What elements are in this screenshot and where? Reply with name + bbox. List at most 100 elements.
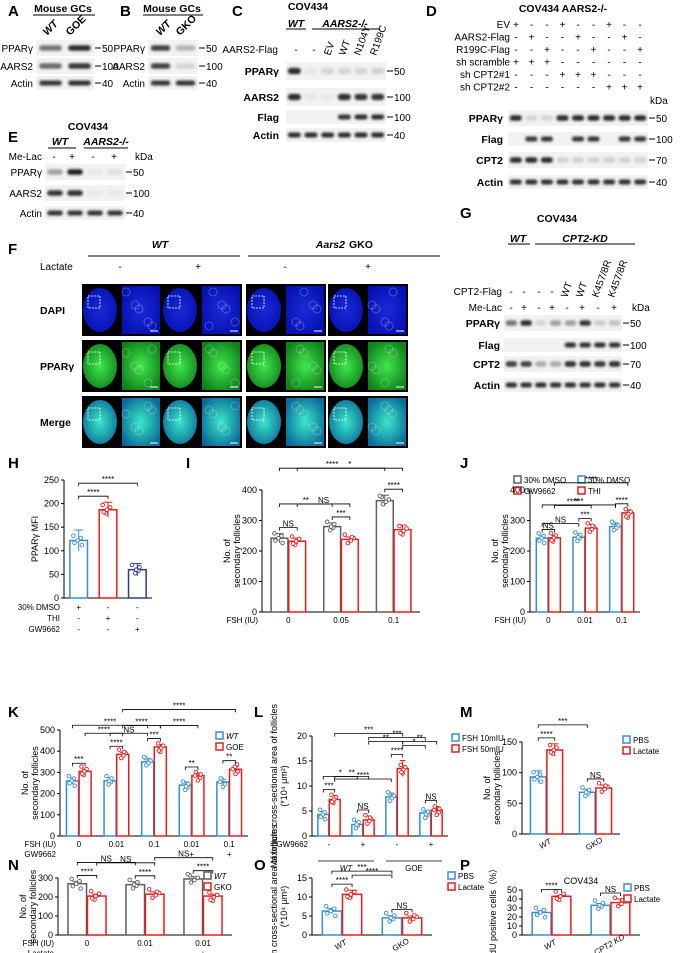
condition-label: sh CPT2#2	[460, 83, 510, 94]
lane-sign: -	[607, 70, 610, 81]
lane-sign: +	[513, 58, 519, 69]
data-point	[73, 881, 79, 886]
bar	[322, 525, 342, 613]
blot-pparγ-background	[36, 40, 94, 56]
kda-marker: 40	[630, 381, 642, 392]
data-point	[423, 811, 429, 817]
row-label: AARS2	[243, 92, 279, 104]
data-point	[367, 815, 373, 820]
band	[634, 115, 647, 121]
data-point	[548, 530, 554, 536]
sig-bracket	[331, 883, 353, 888]
factor-sign: -	[136, 614, 139, 623]
row-label: Flag	[481, 134, 503, 146]
data-point	[596, 780, 602, 786]
factor-value: +	[429, 840, 434, 849]
panel-letter: P	[460, 857, 470, 874]
follicle	[221, 365, 231, 375]
panel-title: COV434	[288, 1, 328, 13]
sig-label: ***	[324, 782, 333, 791]
data-point	[349, 534, 355, 540]
sig-label: **	[226, 753, 232, 762]
band	[571, 179, 585, 185]
kda-marker: 50	[102, 44, 114, 55]
band	[175, 45, 196, 51]
panel-letter: I	[186, 455, 190, 472]
follicle	[134, 304, 144, 314]
y-tick-label: 15	[297, 873, 307, 883]
lane-sign: -	[312, 45, 315, 56]
data-point	[348, 892, 354, 897]
lane-sign: +	[637, 45, 643, 56]
sig-label: ***	[558, 717, 567, 726]
sig-label: ****	[545, 881, 557, 890]
band	[87, 190, 103, 196]
y-tick-label: 5	[302, 806, 307, 816]
data-point	[534, 912, 540, 918]
bar	[98, 508, 118, 599]
sig-label: ****	[567, 497, 579, 506]
data-point	[611, 527, 617, 533]
treatment-sign: +	[365, 262, 371, 273]
lane-sign: +	[591, 70, 597, 81]
legend-label: GOE	[226, 743, 244, 752]
factor-label: 30% DMSO	[18, 603, 60, 612]
condition-label: CPT2-Flag	[454, 287, 502, 298]
data-point	[156, 748, 162, 753]
sig-bracket	[541, 889, 562, 893]
blot-pparγ-background	[286, 62, 386, 80]
lane-sign: -	[596, 303, 599, 314]
lane-sign: -	[91, 152, 94, 163]
sig-label: ****	[98, 725, 110, 734]
band	[549, 382, 562, 388]
bar	[140, 761, 155, 837]
factor-sign: -	[136, 603, 139, 612]
bar	[328, 798, 341, 837]
band	[520, 382, 532, 388]
band	[618, 157, 631, 163]
data-point	[329, 799, 335, 805]
data-point	[397, 523, 402, 529]
data-point	[377, 493, 383, 499]
row-label: PPARγ	[114, 44, 146, 55]
lane-sign: -	[576, 58, 579, 69]
data-point	[547, 742, 553, 748]
data-point	[208, 897, 213, 902]
lane-sign: -	[638, 33, 641, 44]
data-point	[536, 531, 541, 536]
follicle	[299, 409, 309, 419]
factor-sign: -	[107, 625, 110, 634]
data-point	[67, 781, 72, 786]
ovary-section	[329, 288, 363, 332]
data-point	[70, 883, 76, 889]
follicle	[312, 365, 322, 375]
row-label: AARS2	[0, 62, 33, 73]
data-point	[323, 904, 329, 909]
lane-label: WT	[337, 39, 353, 57]
factor-sign: -	[77, 625, 80, 634]
follicle	[312, 426, 322, 436]
data-point	[363, 812, 368, 818]
sig-label: NS	[590, 771, 601, 780]
y-tick-label: 200	[38, 892, 53, 902]
data-point	[603, 783, 608, 788]
data-point	[324, 519, 330, 525]
blot-actin-background	[504, 378, 622, 392]
row-label: Actin	[253, 130, 279, 142]
zoom-inset	[202, 286, 240, 334]
bar	[153, 746, 168, 837]
treatment-sign: +	[195, 262, 201, 273]
legend-label: PBS	[458, 872, 474, 881]
data-point	[327, 527, 333, 533]
data-point	[388, 915, 394, 921]
kda-marker: 50	[656, 114, 668, 125]
sig-label: ****	[102, 475, 114, 484]
band	[587, 115, 600, 121]
data-point	[331, 906, 337, 911]
band	[68, 45, 91, 51]
bar	[610, 901, 631, 936]
follicle	[295, 321, 305, 331]
data-point	[615, 903, 621, 909]
band	[571, 157, 585, 163]
follicle	[230, 401, 240, 411]
